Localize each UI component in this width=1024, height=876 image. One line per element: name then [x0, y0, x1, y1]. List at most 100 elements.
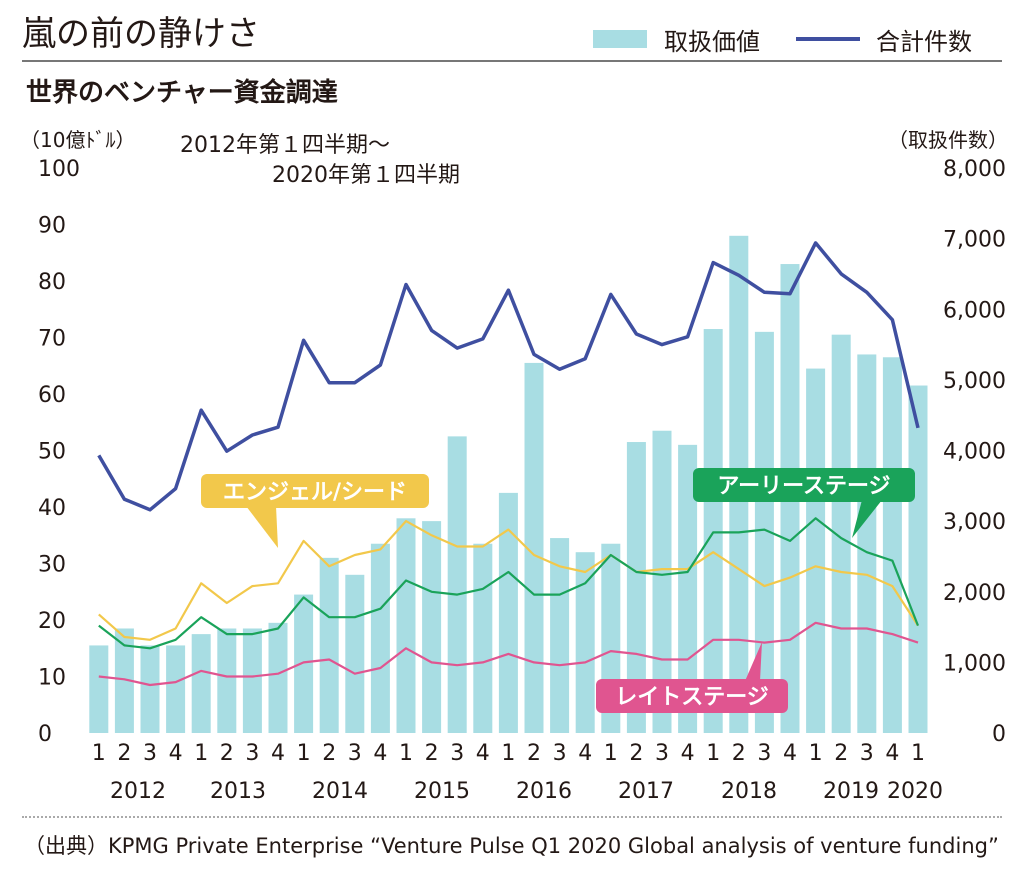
bar-value: [319, 557, 339, 733]
bar-value: [370, 543, 390, 733]
callout-late-stage-pointer: [745, 642, 762, 681]
x-axis-quarter-label: 1: [809, 741, 823, 766]
x-axis-quarter-label: 4: [783, 741, 797, 766]
bar-value: [191, 634, 211, 733]
x-axis-quarter-label: 2: [527, 741, 541, 766]
bar-value: [678, 444, 698, 733]
bar-value: [294, 594, 314, 733]
source-note: （出典）KPMG Private Enterprise “Venture Pul…: [24, 834, 999, 858]
callout-early-stage-box: [693, 468, 915, 502]
bar-value: [524, 362, 544, 733]
x-axis-quarter-label: 1: [604, 741, 618, 766]
x-axis-quarter-label: 1: [297, 741, 311, 766]
line-series-3: [98, 621, 919, 687]
x-axis-quarter-label: 4: [578, 741, 592, 766]
x-axis-year-label: 2013: [210, 779, 266, 804]
x-axis-quarter-label: 3: [655, 741, 669, 766]
x-axis-quarter-label: 2: [117, 741, 131, 766]
left-axis-tick-label: 100: [38, 157, 80, 182]
bar-value: [166, 645, 186, 733]
chart-title: 嵐の前の静けさ: [22, 14, 260, 54]
right-axis-tick-label: 7,000: [943, 228, 1006, 253]
x-axis-quarter-label: 4: [681, 741, 695, 766]
x-axis-quarter-label: 1: [911, 741, 925, 766]
x-axis-year-label: 2019: [823, 779, 879, 804]
x-axis-quarter-label: 4: [476, 741, 490, 766]
bar-value: [498, 492, 518, 733]
legend-line-swatch: [796, 37, 860, 41]
bar-value: [242, 628, 262, 733]
x-axis-quarter-label: 2: [220, 741, 234, 766]
footer-divider: [22, 816, 1002, 818]
bar-value: [89, 645, 109, 733]
period-note-line2: 2020年第１四半期: [272, 163, 460, 188]
callout-angel-seed-label: エンジェル/シード: [223, 480, 407, 505]
legend-bar-label: 取扱価値: [664, 28, 760, 56]
bar-value: [882, 357, 902, 733]
right-axis-tick-label: 5,000: [943, 369, 1006, 394]
x-axis-quarter-label: 3: [757, 741, 771, 766]
legend-bar-swatch: [593, 30, 647, 48]
bar-value: [754, 331, 774, 733]
x-axis-year-label: 2015: [414, 779, 470, 804]
bar-value: [422, 521, 442, 733]
right-axis-tick-label: 1,000: [943, 651, 1006, 676]
bar-value: [550, 538, 570, 733]
title-divider: [22, 60, 1002, 62]
bar-value: [806, 368, 826, 733]
bar-value: [396, 518, 416, 733]
x-axis-quarter-label: 3: [143, 741, 157, 766]
right-axis-tick-label: 6,000: [943, 298, 1006, 323]
right-axis-unit: （取扱件数）: [888, 128, 1008, 152]
left-axis-tick-label: 30: [38, 553, 66, 578]
x-axis-quarter-label: 1: [92, 741, 106, 766]
callout-early-stage-label: アーリーステージ: [717, 474, 890, 499]
right-axis-tick-label: 0: [992, 722, 1006, 747]
chart-subtitle: 世界のベンチャー資金調達: [26, 78, 338, 108]
x-axis-quarter-label: 1: [399, 741, 413, 766]
right-axis-tick-label: 3,000: [943, 510, 1006, 535]
x-axis-quarter-label: 2: [425, 741, 439, 766]
x-axis-quarter-label: 3: [553, 741, 567, 766]
right-axis-tick-label: 4,000: [943, 440, 1006, 465]
left-axis-tick-label: 60: [38, 383, 66, 408]
x-axis-quarter-label: 2: [834, 741, 848, 766]
legend-line-label: 合計件数: [876, 28, 972, 56]
x-axis-year-label: 2018: [721, 779, 777, 804]
x-axis-quarter-label: 2: [629, 741, 643, 766]
x-axis-quarter-label: 3: [348, 741, 362, 766]
x-axis-quarter-label: 3: [450, 741, 464, 766]
bar-value: [114, 628, 134, 733]
left-axis-tick-label: 70: [38, 327, 66, 352]
x-axis-year-label: 2020: [887, 779, 943, 804]
callout-angel-seed-box: [201, 474, 429, 508]
bar-value: [626, 442, 646, 733]
x-axis-quarter-label: 3: [245, 741, 259, 766]
right-axis-tick-label: 2,000: [943, 581, 1006, 606]
left-axis-tick-label: 10: [38, 666, 66, 691]
x-axis-quarter-label: 1: [501, 741, 515, 766]
callout-early-stage-pointer: [852, 500, 882, 538]
left-axis-tick-label: 0: [38, 722, 52, 747]
left-axis-tick-label: 20: [38, 609, 66, 634]
callout-late-stage-box: [596, 679, 788, 713]
x-axis-quarter-label: 4: [169, 741, 183, 766]
period-note-line1: 2012年第１四半期～: [180, 133, 390, 158]
bar-value: [575, 552, 595, 733]
left-axis-tick-label: 40: [38, 496, 66, 521]
x-axis-quarter-label: 4: [271, 741, 285, 766]
x-axis-year-label: 2014: [312, 779, 368, 804]
left-axis-unit: （10億ﾄﾞﾙ）: [20, 128, 136, 152]
bar-value: [473, 543, 493, 733]
line-series-2: [98, 517, 920, 650]
left-axis-tick-label: 90: [38, 214, 66, 239]
bar-value: [908, 385, 928, 733]
x-axis-quarter-label: 2: [322, 741, 336, 766]
left-axis-tick-label: 50: [38, 440, 66, 465]
line-series-1: [98, 519, 919, 641]
x-axis-year-label: 2016: [516, 779, 572, 804]
x-axis-quarter-label: 1: [706, 741, 720, 766]
callout-angel-seed-pointer: [246, 506, 278, 548]
bar-value: [447, 436, 467, 733]
